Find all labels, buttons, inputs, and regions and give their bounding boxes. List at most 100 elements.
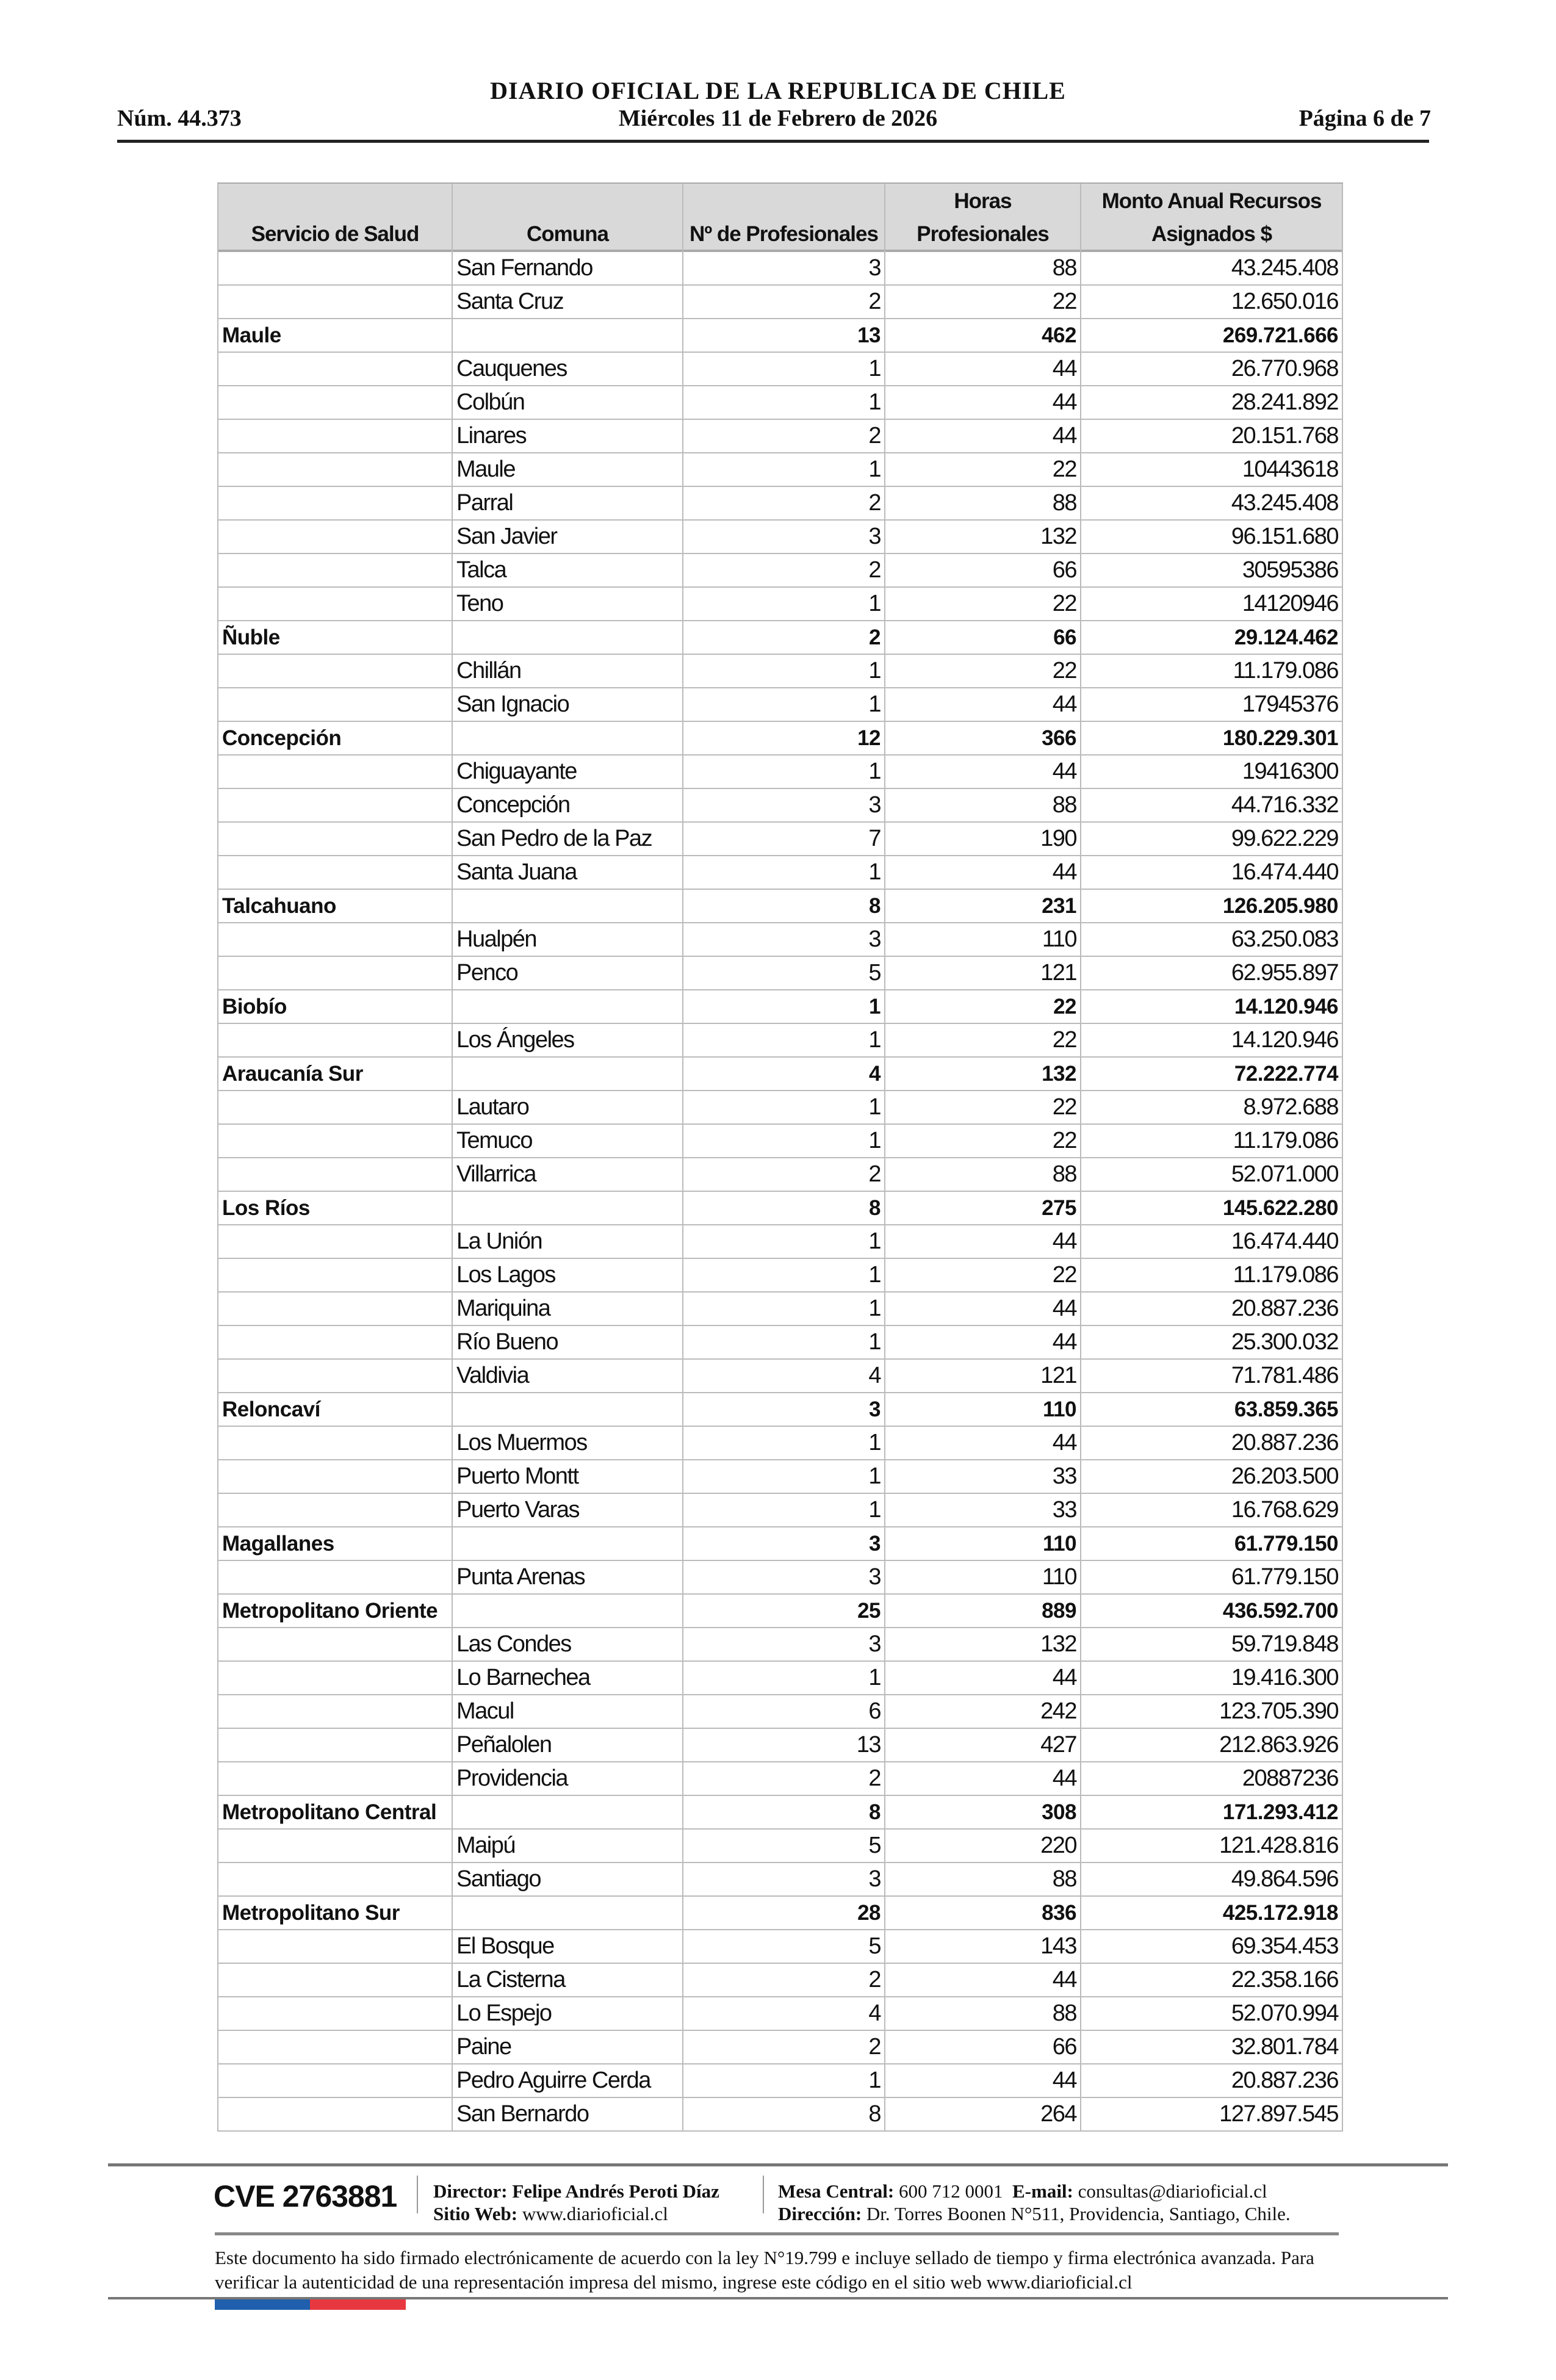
cell-servicio xyxy=(218,252,453,284)
cell-horas-text: 264 xyxy=(1040,2101,1077,2127)
cell-horas-text: 88 xyxy=(1052,490,1078,516)
cell-horas: 44 xyxy=(885,1293,1081,1325)
cell-monto: 26.770.968 xyxy=(1081,353,1343,385)
cell-comuna-text: Chillán xyxy=(456,658,522,683)
cell-comuna: Santa Juana xyxy=(453,856,683,889)
cell-comuna xyxy=(453,1897,683,1929)
cell-horas-text: 88 xyxy=(1052,792,1078,818)
cell-horas-text: 22 xyxy=(1052,289,1078,314)
web-link[interactable]: www.diarioficial.cl xyxy=(522,2203,668,2224)
cell-comuna: Santa Cruz xyxy=(453,286,683,318)
cell-profesionales: 1 xyxy=(683,588,885,620)
cell-comuna: Cauquenes xyxy=(453,353,683,385)
cell-monto-text: 12.650.016 xyxy=(1231,289,1339,314)
cell-monto: 16.474.440 xyxy=(1081,856,1343,889)
web-label: Sitio Web: xyxy=(433,2203,518,2224)
cell-profesionales-text: 2 xyxy=(869,626,881,649)
cell-profesionales: 1 xyxy=(683,755,885,788)
cell-servicio xyxy=(218,1729,453,1761)
cell-horas-text: 88 xyxy=(1052,1161,1078,1187)
cell-monto-text: 25.300.032 xyxy=(1231,1329,1339,1355)
cell-comuna: San Bernardo xyxy=(453,2098,683,2130)
cell-horas: 44 xyxy=(885,1662,1081,1694)
table-row: Concepción 3 88 44.716.332 xyxy=(218,789,1343,823)
table-group-row: Concepción 12 366 180.229.301 xyxy=(218,722,1343,755)
cell-servicio xyxy=(218,789,453,821)
cell-profesionales: 2 xyxy=(683,286,885,318)
cell-profesionales: 1 xyxy=(683,2064,885,2097)
cell-monto-text: 26.203.500 xyxy=(1231,1463,1339,1489)
cell-profesionales-text: 4 xyxy=(868,1363,881,1388)
cell-profesionales-text: 5 xyxy=(868,1833,881,1858)
cell-profesionales-text: 1 xyxy=(868,1128,881,1153)
cell-comuna-text: Talca xyxy=(456,557,507,583)
cell-profesionales-text: 4 xyxy=(869,1062,881,1086)
cell-monto: 11.179.086 xyxy=(1081,1125,1343,1157)
table-row: Santiago 3 88 49.864.596 xyxy=(218,1863,1343,1897)
cell-monto-text: 121.428.816 xyxy=(1219,1833,1339,1858)
cell-horas: 462 xyxy=(885,319,1081,352)
cell-servicio xyxy=(218,1561,453,1593)
cell-comuna: Hualpén xyxy=(453,923,683,956)
cell-monto-text: 22.358.166 xyxy=(1231,1967,1339,1992)
cell-comuna: Santiago xyxy=(453,1863,683,1895)
cell-horas-text: 66 xyxy=(1052,557,1078,583)
cell-horas: 22 xyxy=(885,588,1081,620)
cell-monto-text: 126.205.980 xyxy=(1222,894,1339,918)
cell-servicio-text: Araucanía Sur xyxy=(222,1062,363,1086)
cell-profesionales: 28 xyxy=(683,1897,885,1929)
cell-comuna-text: Chiguayante xyxy=(456,759,577,784)
cell-comuna-text: Colbún xyxy=(456,389,525,415)
cell-profesionales-text: 3 xyxy=(868,1631,881,1657)
cell-horas: 88 xyxy=(885,789,1081,821)
cell-comuna-text: Cauquenes xyxy=(456,356,567,381)
cell-horas-text: 366 xyxy=(1042,726,1076,750)
cell-profesionales: 1 xyxy=(683,1427,885,1459)
cell-horas-text: 88 xyxy=(1052,1866,1078,1892)
cell-profesionales: 1 xyxy=(683,856,885,889)
cell-servicio xyxy=(218,1360,453,1392)
cell-monto: 121.428.816 xyxy=(1081,1830,1343,1862)
cell-profesionales: 1 xyxy=(683,1091,885,1123)
cell-monto: 212.863.926 xyxy=(1081,1729,1343,1761)
cell-profesionales: 1 xyxy=(683,1225,885,1258)
cell-monto-text: 63.859.365 xyxy=(1234,1397,1339,1421)
cell-horas-text: 44 xyxy=(1052,356,1078,381)
cell-horas: 44 xyxy=(885,386,1081,419)
cell-comuna-text: La Cisterna xyxy=(456,1967,566,1992)
cell-profesionales: 1 xyxy=(683,1125,885,1157)
cell-comuna-text: Temuco xyxy=(456,1128,533,1153)
cell-monto: 19.416.300 xyxy=(1081,1662,1343,1694)
footer-divider xyxy=(108,2163,1448,2166)
cell-monto-text: 59.719.848 xyxy=(1231,1631,1339,1657)
cell-profesionales: 5 xyxy=(683,957,885,989)
cell-horas: 44 xyxy=(885,856,1081,889)
cell-horas-text: 836 xyxy=(1042,1901,1076,1925)
cell-profesionales-text: 1 xyxy=(868,1094,881,1120)
cell-horas: 66 xyxy=(885,621,1081,654)
cell-comuna: Los Muermos xyxy=(453,1427,683,1459)
cell-monto-text: 96.151.680 xyxy=(1231,524,1339,549)
table-group-row: Ñuble 2 66 29.124.462 xyxy=(218,621,1343,655)
cell-servicio xyxy=(218,2064,453,2097)
cell-horas: 22 xyxy=(885,1125,1081,1157)
cell-comuna: Los Ángeles xyxy=(453,1024,683,1056)
cell-monto: 20.887.236 xyxy=(1081,1293,1343,1325)
cell-comuna xyxy=(453,1393,683,1426)
cell-profesionales-text: 13 xyxy=(856,1732,882,1758)
cell-horas: 44 xyxy=(885,1964,1081,1996)
cell-monto: 96.151.680 xyxy=(1081,521,1343,553)
cell-monto: 127.897.545 xyxy=(1081,2098,1343,2130)
email-link[interactable]: consultas@diarioficial.cl xyxy=(1078,2180,1267,2202)
cell-profesionales: 2 xyxy=(683,487,885,519)
table-row: San Javier 3 132 96.151.680 xyxy=(218,521,1343,554)
table-row: Los Lagos 1 22 11.179.086 xyxy=(218,1259,1343,1293)
cell-servicio-text: Los Ríos xyxy=(222,1196,310,1220)
cell-comuna: Teno xyxy=(453,588,683,620)
page-indicator: Página 6 de 7 xyxy=(1298,106,1431,131)
cell-profesionales-text: 8 xyxy=(868,2101,881,2127)
cell-monto-text: 20.887.236 xyxy=(1231,1430,1339,1455)
cell-monto: 436.592.700 xyxy=(1081,1595,1343,1627)
table-row: Villarrica 2 88 52.071.000 xyxy=(218,1158,1343,1192)
cell-profesionales-text: 2 xyxy=(868,2034,881,2060)
